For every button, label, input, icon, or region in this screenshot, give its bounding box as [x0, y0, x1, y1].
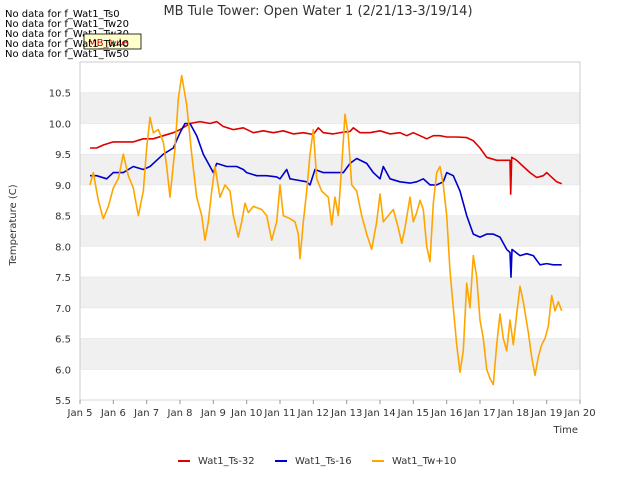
grid-band [80, 369, 580, 400]
x-tick-label: Jan 10 [230, 408, 262, 419]
x-tick-label: Jan 17 [463, 408, 495, 419]
x-tick-label: Jan 6 [100, 408, 126, 419]
y-tick-label: 10.0 [49, 119, 71, 130]
grid-band [80, 123, 580, 155]
nodata-message: No data for f_Wat1_Ts0 [5, 9, 120, 20]
no-data-messages: No data for f_Wat1_Ts0 No data for f_Wat… [5, 9, 142, 60]
x-axis-label: Time [553, 425, 578, 436]
x-tick-label: Jan 9 [200, 408, 226, 419]
grid-band [80, 92, 580, 124]
y-tick-label: 7.0 [55, 304, 71, 315]
tooltip-label: MB_tule [88, 38, 128, 49]
series-line-wat1-tw-10 [89, 74, 563, 386]
y-tick-label: 8.0 [55, 242, 71, 253]
x-tick-label: Jan 11 [263, 408, 295, 419]
x-tick-label: Jan 8 [167, 408, 193, 419]
x-tick-label: Jan 16 [430, 408, 462, 419]
x-tick-label: Jan 13 [330, 408, 362, 419]
x-tick-label: Jan 20 [563, 408, 595, 419]
nodata-message: No data for f_Wat1_Tw20 [5, 19, 129, 30]
x-tick-label: Jan 7 [133, 408, 159, 419]
legend-label: Wat1_Ts-32 [198, 456, 255, 467]
x-tick-label: Jan 12 [297, 408, 329, 419]
grid-band [80, 246, 580, 278]
grid-band [80, 154, 580, 185]
y-tick-label: 9.5 [55, 150, 71, 161]
y-tick-label: 6.0 [55, 365, 71, 376]
y-tick-label: 9.0 [55, 181, 71, 192]
y-tick-label: 7.5 [55, 273, 71, 284]
grid-band [80, 277, 580, 308]
tooltip-box [83, 33, 142, 50]
x-tick-label: Jan 18 [497, 408, 529, 419]
legend: Wat1_Ts-32 Wat1_Ts-16 Wat1_Tw+10 [178, 456, 456, 467]
x-tick-label: Jan 19 [530, 408, 562, 419]
x-tick-label: Jan 15 [397, 408, 429, 419]
y-axis-label: Temperature (C) [8, 184, 19, 266]
y-tick-label: 6.5 [55, 335, 71, 346]
y-axis: 5.5 6.0 6.5 7.0 7.5 8.0 8.5 9.0 9.5 10.0 10.5 [49, 89, 580, 407]
nodata-message: No data for f_Wat1_Tw30 [5, 29, 129, 40]
y-tick-label: 5.5 [55, 396, 71, 407]
nodata-message: No data for f_Wat1_Tw40 [5, 39, 129, 50]
legend-label: Wat1_Tw+10 [392, 456, 456, 467]
grid-bands [80, 62, 580, 400]
grid-band [80, 215, 580, 247]
x-tick-label: Jan 5 [67, 408, 93, 419]
nodata-message: No data for f_Wat1_Tw50 [5, 49, 129, 60]
x-tick-label: Jan 14 [363, 408, 395, 419]
series-lines [89, 74, 563, 386]
grid-band [80, 62, 580, 93]
legend-label: Wat1_Ts-16 [295, 456, 352, 467]
y-tick-label: 10.5 [49, 89, 71, 100]
x-axis: Jan 5 Jan 6 Jan 7 Jan 8 Jan 9 Jan 10 Jan 11 Jan… [67, 400, 596, 419]
chart-title: MB Tule Tower: Open Water 1 (2/21/13-3/1… [163, 4, 472, 19]
series-line-wat1-ts-16 [90, 122, 562, 278]
y-tick-label: 8.5 [55, 212, 71, 223]
grid-band [80, 307, 580, 339]
